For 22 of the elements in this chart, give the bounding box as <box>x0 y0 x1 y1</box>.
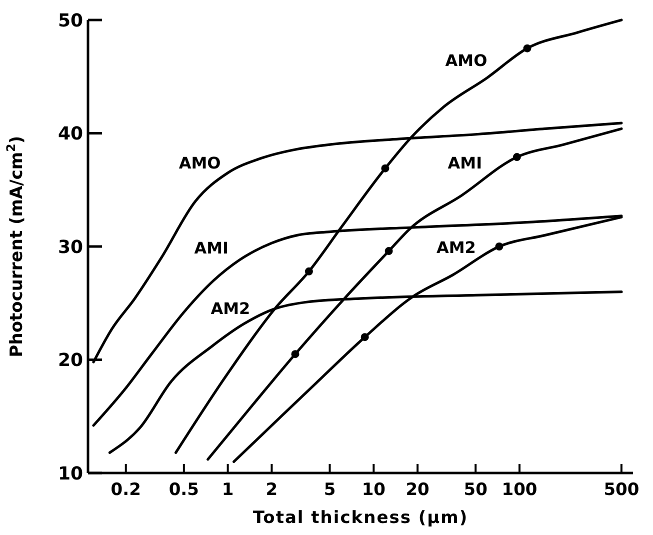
x-tick-label: 0.2 <box>110 480 141 500</box>
series-label: AMO <box>178 153 221 172</box>
x-tick-label: 1 <box>222 480 234 500</box>
x-tick-label: 5 <box>324 480 336 500</box>
series-label: AMI <box>194 238 228 258</box>
x-tick-label: 0.5 <box>168 480 199 500</box>
y-tick-label: 50 <box>58 10 83 32</box>
series-label: AM2 <box>210 299 250 318</box>
x-tick-label: 50 <box>464 480 488 500</box>
series-label: AM2 <box>436 238 476 258</box>
y-tick-label: 10 <box>58 463 83 484</box>
x-axis-title: Total thickness (μm) <box>252 508 468 528</box>
x-tick-label: 10 <box>362 480 386 500</box>
x-tick-label: 100 <box>502 480 538 500</box>
y-tick-label: 20 <box>58 350 83 372</box>
y-tick-label: 30 <box>58 236 83 258</box>
series-label: AMI <box>448 154 482 173</box>
y-tick-label: 40 <box>58 124 83 145</box>
x-tick-label: 500 <box>604 480 640 500</box>
series-label: AMO <box>445 50 488 70</box>
x-tick-label: 20 <box>406 480 430 500</box>
x-tick-label: 2 <box>266 480 278 500</box>
